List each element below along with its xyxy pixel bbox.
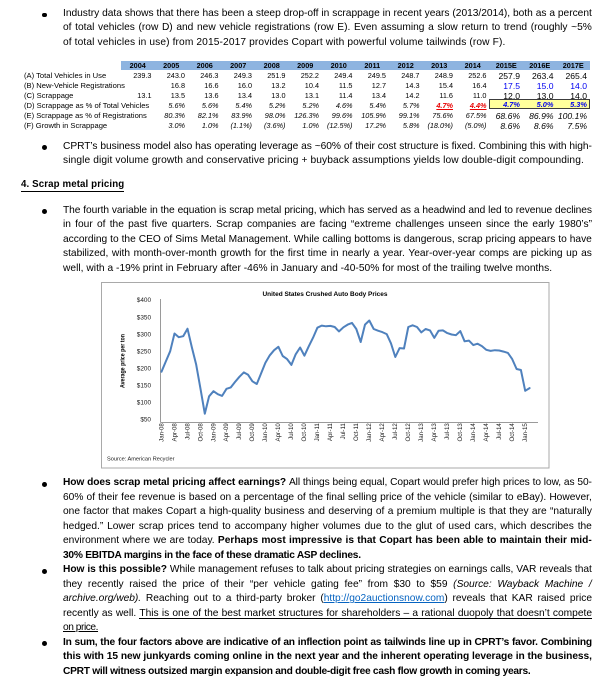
svg-text:Oct-11: Oct-11 [353, 423, 360, 441]
svg-text:Apr-13: Apr-13 [431, 423, 438, 442]
svg-text:Average price per ton: Average price per ton [120, 334, 127, 388]
svg-text:Apr-11: Apr-11 [327, 423, 334, 441]
svg-text:Oct-13: Oct-13 [457, 423, 464, 442]
svg-text:$100: $100 [137, 400, 152, 407]
svg-text:Jan-13: Jan-13 [418, 423, 425, 442]
svg-text:$250: $250 [137, 348, 152, 355]
svg-text:Oct-14: Oct-14 [509, 423, 516, 442]
svg-text:Jan-14: Jan-14 [470, 423, 477, 442]
svg-text:Oct-09: Oct-09 [249, 423, 256, 442]
svg-text:$400: $400 [137, 297, 152, 304]
svg-text:Jan-11: Jan-11 [314, 423, 321, 442]
svg-text:$200: $200 [137, 366, 152, 373]
svg-text:Jul-12: Jul-12 [392, 423, 399, 440]
svg-text:Jul-14: Jul-14 [496, 423, 503, 440]
svg-text:Oct-08: Oct-08 [197, 423, 204, 442]
svg-text:Apr-12: Apr-12 [379, 423, 386, 442]
svg-text:$300: $300 [137, 331, 152, 338]
svg-text:Jul-13: Jul-13 [444, 423, 451, 440]
svg-text:Apr-08: Apr-08 [171, 423, 178, 442]
svg-text:Jan-12: Jan-12 [366, 423, 373, 442]
svg-text:Oct-12: Oct-12 [405, 423, 412, 442]
svg-text:$150: $150 [137, 383, 152, 390]
svg-text:Jan-10: Jan-10 [262, 423, 269, 442]
svg-text:Oct-10: Oct-10 [301, 423, 308, 442]
svg-text:Apr-09: Apr-09 [223, 423, 230, 442]
svg-text:Source: American Recycler: Source: American Recycler [107, 457, 175, 463]
svg-text:$350: $350 [137, 314, 152, 321]
svg-text:Apr-10: Apr-10 [275, 423, 282, 442]
svg-text:Jan-15: Jan-15 [522, 423, 529, 442]
svg-text:Jul-09: Jul-09 [236, 423, 243, 440]
svg-text:Jul-08: Jul-08 [184, 423, 191, 440]
svg-text:$50: $50 [140, 417, 151, 424]
svg-text:Jan-08: Jan-08 [158, 423, 165, 442]
svg-text:Apr-14: Apr-14 [483, 423, 490, 442]
svg-text:Jul-11: Jul-11 [340, 423, 347, 440]
svg-text:United States Crushed Auto Bod: United States Crushed Auto Body Prices [263, 291, 388, 298]
svg-text:Jul-10: Jul-10 [288, 423, 295, 440]
svg-text:Jan-09: Jan-09 [210, 423, 217, 442]
